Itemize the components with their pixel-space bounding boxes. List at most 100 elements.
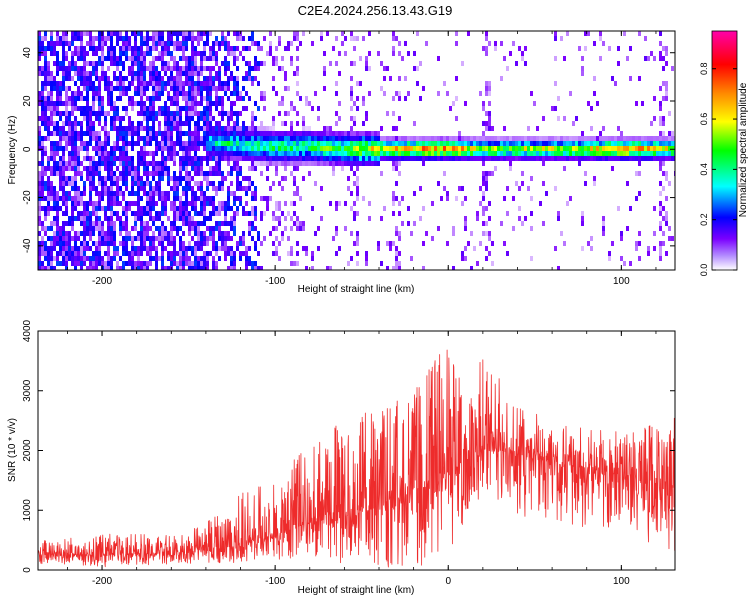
heatmap-cell: [161, 141, 164, 146]
heatmap-cell: [143, 246, 146, 251]
heatmap-cell: [365, 251, 368, 256]
heatmap-cell: [53, 86, 56, 91]
heatmap-cell: [113, 46, 116, 51]
heatmap-cell: [95, 76, 98, 81]
heatmap-cell: [227, 191, 230, 196]
heatmap-cell: [191, 176, 194, 181]
heatmap-cell: [152, 246, 155, 251]
heatmap-cell: [320, 136, 323, 141]
heatmap-cell: [239, 141, 242, 146]
heatmap-cell: [113, 141, 116, 146]
heatmap-cell: [311, 106, 314, 111]
heatmap-cell: [566, 156, 569, 161]
heatmap-cell: [194, 36, 197, 41]
heatmap-cell: [629, 151, 632, 156]
heatmap-cell: [386, 266, 389, 270]
heatmap-cell: [650, 121, 653, 126]
heatmap-cell: [503, 156, 506, 161]
heatmap-cell: [173, 246, 176, 251]
heatmap-cell: [125, 216, 128, 221]
heatmap-cell: [131, 66, 134, 71]
heatmap-cell: [107, 141, 110, 146]
heatmap-cell: [620, 141, 623, 146]
heatmap-cell: [671, 66, 674, 71]
heatmap-cell: [455, 141, 458, 146]
heatmap-cell: [191, 66, 194, 71]
heatmap-cell: [509, 161, 512, 166]
heatmap-cell: [182, 256, 185, 261]
heatmap-cell: [140, 31, 143, 36]
heatmap-cell: [50, 266, 53, 270]
heatmap-cell: [308, 161, 311, 166]
heatmap-cell: [176, 131, 179, 136]
heatmap-cell: [281, 236, 284, 241]
heatmap-cell: [164, 121, 167, 126]
heatmap-cell: [194, 181, 197, 186]
heatmap-cell: [254, 76, 257, 81]
heatmap-cell: [629, 46, 632, 51]
heatmap-cell: [263, 146, 266, 151]
heatmap-cell: [80, 261, 83, 266]
heatmap-cell: [182, 31, 185, 36]
heatmap-cell: [242, 206, 245, 211]
heatmap-cell: [152, 46, 155, 51]
heatmap-cell: [179, 71, 182, 76]
heatmap-cell: [110, 176, 113, 181]
heatmap-cell: [422, 151, 425, 156]
heatmap-cell: [653, 116, 656, 121]
heatmap-cell: [95, 51, 98, 56]
heatmap-cell: [89, 216, 92, 221]
heatmap-cell: [530, 136, 533, 141]
heatmap-cell: [71, 106, 74, 111]
heatmap-cell: [260, 131, 263, 136]
heatmap-cell: [53, 156, 56, 161]
heatmap-cell: [185, 191, 188, 196]
heatmap-cell: [209, 146, 212, 151]
heatmap-cell: [95, 61, 98, 66]
heatmap-cell: [110, 166, 113, 171]
heatmap-cell: [221, 106, 224, 111]
heatmap-cell: [44, 96, 47, 101]
heatmap-cell: [545, 136, 548, 141]
heatmap-cell: [128, 56, 131, 61]
heatmap-cell: [380, 146, 383, 151]
heatmap-cell: [473, 136, 476, 141]
heatmap-cell: [131, 261, 134, 266]
heatmap-cell: [59, 101, 62, 106]
heatmap-cell: [206, 136, 209, 141]
heatmap-cell: [170, 126, 173, 131]
heatmap-cell: [383, 76, 386, 81]
heatmap-cell: [164, 161, 167, 166]
heatmap-cell: [236, 181, 239, 186]
heatmap-cell: [533, 146, 536, 151]
heatmap-cell: [608, 156, 611, 161]
heatmap-cell: [653, 146, 656, 151]
heatmap-cell: [68, 96, 71, 101]
heatmap-cell: [509, 166, 512, 171]
heatmap-cell: [626, 136, 629, 141]
heatmap-cell: [602, 221, 605, 226]
heatmap-cell: [248, 141, 251, 146]
heatmap-cell: [260, 141, 263, 146]
heatmap-cell: [482, 151, 485, 156]
heatmap-cell: [236, 91, 239, 96]
heatmap-cell: [185, 171, 188, 176]
heatmap-cell: [356, 196, 359, 201]
heatmap-cell: [632, 151, 635, 156]
heatmap-cell: [86, 71, 89, 76]
heatmap-cell: [233, 51, 236, 56]
heatmap-cell: [269, 31, 272, 36]
heatmap-cell: [107, 136, 110, 141]
heatmap-cell: [224, 231, 227, 236]
heatmap-cell: [56, 261, 59, 266]
heatmap-cell: [131, 166, 134, 171]
heatmap-cell: [272, 61, 275, 66]
heatmap-cell: [419, 141, 422, 146]
heatmap-cell: [548, 156, 551, 161]
heatmap-cell: [359, 151, 362, 156]
heatmap-cell: [389, 146, 392, 151]
heatmap-cell: [104, 156, 107, 161]
heatmap-cell: [77, 256, 80, 261]
heatmap-cell: [185, 161, 188, 166]
heatmap-cell: [575, 136, 578, 141]
